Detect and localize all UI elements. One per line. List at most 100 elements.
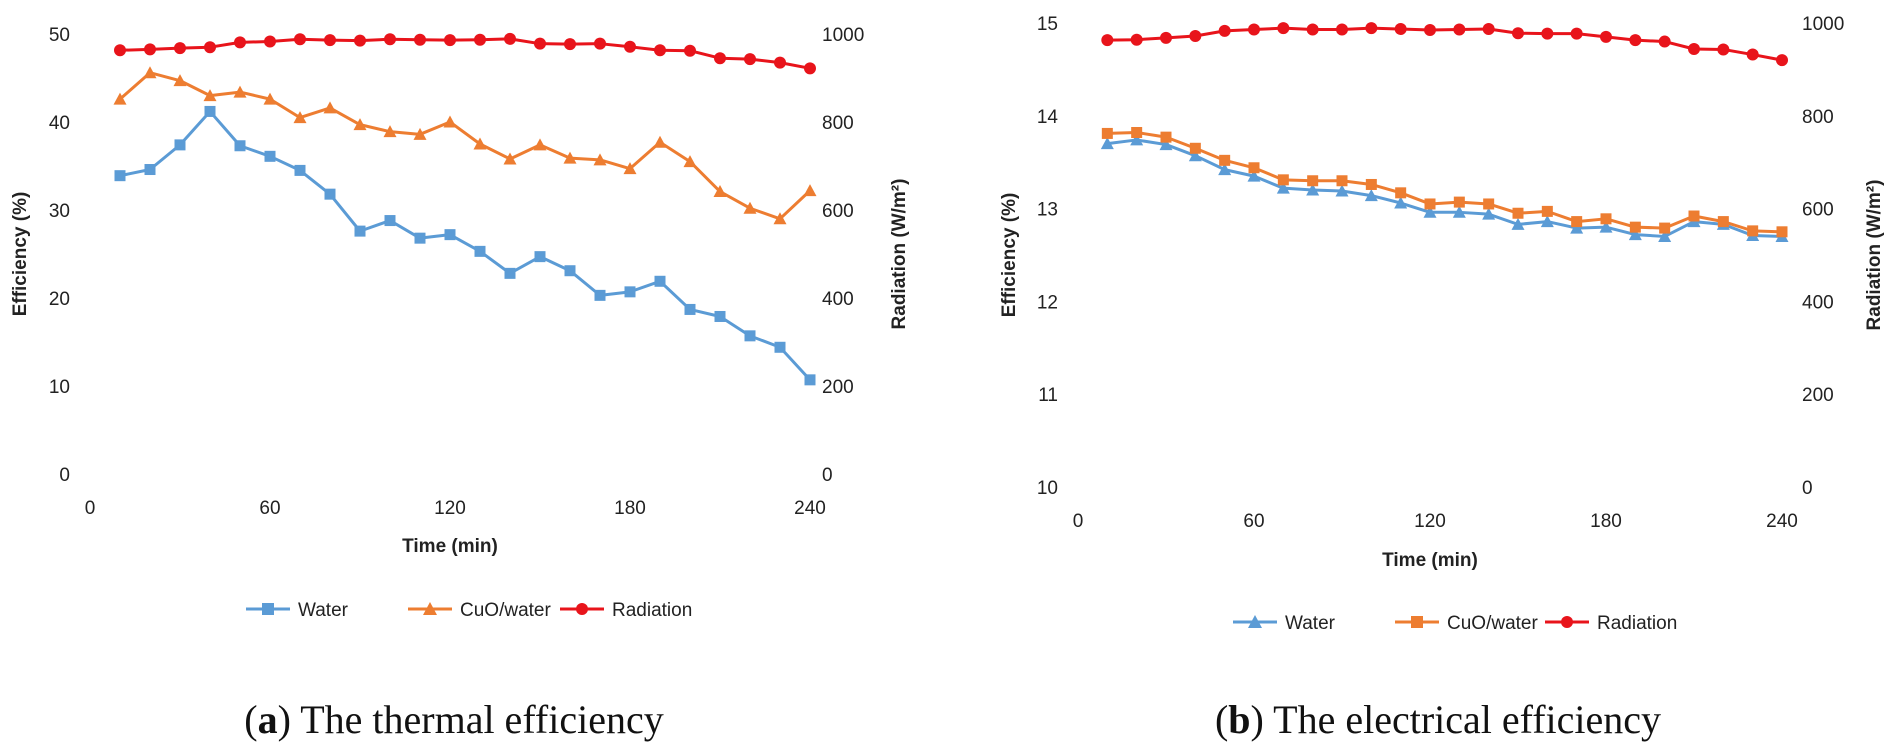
data-point <box>414 232 426 244</box>
data-point <box>534 251 546 263</box>
series-cuo-water <box>1101 127 1788 238</box>
data-point <box>173 74 187 87</box>
data-point <box>1160 131 1172 143</box>
data-point <box>1101 34 1114 47</box>
data-point <box>233 85 247 98</box>
data-point <box>413 127 427 140</box>
data-point <box>563 151 577 164</box>
data-point <box>354 225 366 237</box>
data-point <box>624 40 636 53</box>
data-point <box>1130 33 1143 46</box>
caption-paren-close: ) <box>1251 697 1274 742</box>
data-point <box>1570 221 1584 234</box>
x-tick-label: 180 <box>614 498 646 519</box>
legend-label: Water <box>298 600 349 621</box>
legend-item: CuO/water <box>1395 613 1538 634</box>
data-point <box>804 374 816 386</box>
legend-label: Water <box>1285 613 1336 634</box>
y-tick-label: 14 <box>1037 107 1059 128</box>
data-point <box>1248 162 1260 174</box>
data-point <box>1512 27 1524 40</box>
y-tick-label: 50 <box>49 25 70 46</box>
data-point <box>264 35 276 48</box>
data-point <box>594 289 606 301</box>
series-line <box>119 71 812 221</box>
data-point <box>353 118 367 131</box>
y-tick-label: 0 <box>59 465 70 486</box>
data-point <box>1395 187 1407 199</box>
data-point <box>324 34 336 47</box>
data-point <box>143 66 157 79</box>
data-point <box>1364 189 1378 202</box>
y2-tick-label: 1000 <box>822 25 864 46</box>
y-tick-label: 10 <box>1037 478 1058 499</box>
data-point <box>773 212 787 225</box>
legend-label: CuO/water <box>1447 613 1538 634</box>
series-line <box>1107 26 1783 62</box>
data-point <box>294 33 306 46</box>
y-tick-label: 11 <box>1038 385 1058 406</box>
data-point <box>774 341 786 353</box>
data-point <box>1130 133 1144 146</box>
data-point <box>654 275 666 287</box>
data-point <box>174 139 186 151</box>
data-point <box>804 62 816 75</box>
series-water <box>114 105 816 386</box>
series-line <box>1107 138 1783 238</box>
data-point <box>1688 210 1700 222</box>
data-point <box>204 105 216 117</box>
data-point <box>1541 27 1554 40</box>
data-point <box>1160 31 1172 44</box>
y-tick-label: 13 <box>1037 200 1058 221</box>
data-point <box>1453 23 1466 36</box>
y-tick-label: 40 <box>49 113 70 134</box>
data-point <box>1600 30 1612 43</box>
y2-tick-label: 200 <box>822 377 854 398</box>
data-point <box>623 162 637 175</box>
data-point <box>1335 184 1349 197</box>
data-point <box>234 140 246 152</box>
legend-item: CuO/water <box>408 600 551 621</box>
data-point <box>1776 226 1788 238</box>
data-point <box>1482 23 1495 36</box>
caption-panel-label: a <box>258 697 278 742</box>
x-tick-label: 120 <box>1414 511 1446 532</box>
y2-axis-title: Radiation (W/m²) <box>889 179 910 330</box>
data-point <box>713 185 727 198</box>
data-point <box>1307 175 1319 187</box>
data-point <box>1219 154 1231 166</box>
legend-marker <box>262 603 274 615</box>
data-point <box>234 36 246 49</box>
data-point <box>1423 205 1437 218</box>
data-point <box>203 89 217 102</box>
legend-marker <box>1248 615 1262 628</box>
data-point <box>1511 217 1525 230</box>
y2-tick-label: 800 <box>822 113 854 134</box>
data-point <box>1599 220 1613 233</box>
data-point <box>1336 23 1348 36</box>
data-point <box>1100 137 1114 150</box>
data-point <box>204 41 216 54</box>
data-point <box>1247 169 1261 182</box>
data-point <box>1277 22 1290 35</box>
data-point <box>534 37 546 50</box>
data-point <box>1276 181 1290 194</box>
y-tick-label: 10 <box>49 377 70 398</box>
data-point <box>714 52 726 65</box>
series-water <box>1100 133 1789 242</box>
data-point <box>113 92 127 105</box>
data-point <box>1424 198 1436 210</box>
data-point <box>1277 174 1289 186</box>
data-point <box>1571 216 1583 228</box>
series-radiation <box>114 32 816 75</box>
caption-paren-close: ) <box>278 697 301 742</box>
y2-axis-title: Radiation (W/m²) <box>1864 180 1885 331</box>
data-point <box>1629 221 1641 233</box>
data-point <box>1394 23 1407 36</box>
legend-item: Water <box>1233 613 1336 634</box>
data-point <box>684 303 696 315</box>
data-point <box>144 43 156 56</box>
data-point <box>474 33 486 46</box>
data-point <box>1394 196 1408 209</box>
data-point <box>744 330 756 342</box>
